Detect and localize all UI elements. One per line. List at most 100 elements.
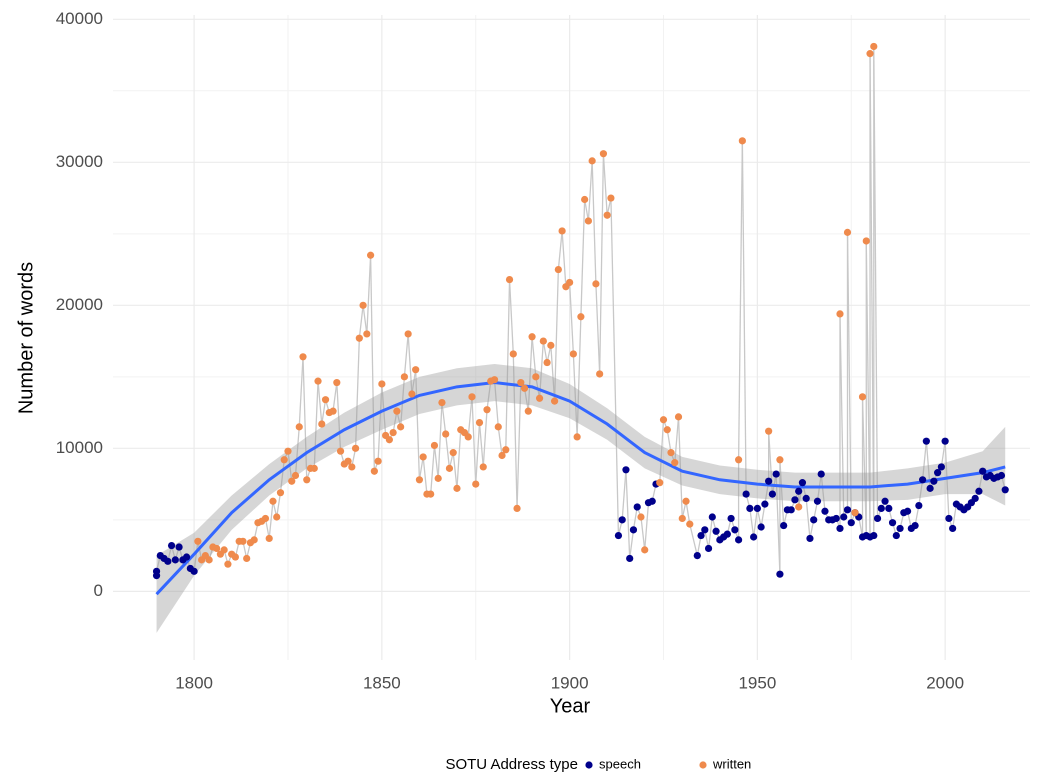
connecting-segment <box>632 506 638 530</box>
point <box>517 378 525 387</box>
point <box>618 516 626 524</box>
point <box>220 546 228 554</box>
point <box>813 497 822 505</box>
connecting-segment <box>640 516 646 550</box>
point <box>250 536 258 544</box>
point <box>877 504 885 513</box>
connecting-segment <box>737 140 744 460</box>
point <box>261 514 270 523</box>
connecting-segment <box>430 445 436 495</box>
connecting-segment <box>580 199 586 317</box>
point <box>836 524 844 533</box>
point <box>558 227 566 235</box>
point <box>922 437 930 445</box>
point <box>832 514 840 523</box>
point <box>765 427 773 435</box>
point <box>862 237 870 245</box>
connecting-segment <box>317 381 323 425</box>
connecting-segment <box>591 160 597 284</box>
point <box>513 504 521 513</box>
connecting-segment <box>523 388 529 412</box>
point <box>919 476 927 484</box>
connecting-segment <box>940 441 946 468</box>
point <box>479 463 487 471</box>
connecting-segment <box>452 452 458 489</box>
point <box>588 157 596 165</box>
point <box>896 524 904 533</box>
point <box>704 544 713 553</box>
point <box>370 467 378 475</box>
connecting-segment <box>689 523 698 556</box>
point <box>772 470 780 478</box>
point <box>888 519 897 527</box>
connecting-segment <box>587 160 593 221</box>
point <box>224 560 232 568</box>
point <box>926 484 934 492</box>
point <box>288 477 296 485</box>
point <box>535 394 544 402</box>
point <box>975 487 983 495</box>
point <box>810 516 818 524</box>
point <box>915 501 923 510</box>
point <box>937 463 945 471</box>
x-axis-title: Year <box>550 695 591 717</box>
connecting-segment <box>625 469 631 559</box>
point <box>472 480 480 488</box>
point <box>765 477 773 485</box>
point <box>945 514 953 523</box>
point <box>753 504 761 513</box>
legend-marker <box>699 761 707 769</box>
connecting-segment <box>599 153 605 374</box>
point <box>776 570 784 578</box>
point <box>671 459 679 467</box>
point <box>295 423 303 431</box>
point <box>569 350 577 358</box>
connecting-segment <box>505 279 511 450</box>
point <box>539 337 547 345</box>
y-tick-label: 10000 <box>56 438 103 457</box>
connecting-segment <box>418 456 424 480</box>
point <box>359 301 367 309</box>
point <box>408 390 416 398</box>
smooth-line <box>155 381 1006 596</box>
point <box>291 471 300 480</box>
connecting-segment <box>527 336 533 412</box>
point <box>727 514 735 523</box>
legend-title: SOTU Address type <box>445 756 578 773</box>
connecting-segment <box>486 381 492 410</box>
point <box>318 420 326 428</box>
point <box>633 503 641 511</box>
point <box>164 557 172 565</box>
connecting-segment <box>433 445 439 479</box>
connecting-segment <box>779 459 785 526</box>
connecting-segment <box>918 479 924 506</box>
point <box>438 398 446 407</box>
point <box>776 456 784 464</box>
point <box>412 366 420 374</box>
point <box>239 537 247 545</box>
connecting-segment <box>572 353 578 437</box>
point <box>757 523 765 531</box>
connecting-segment <box>422 456 428 495</box>
connecting-segment <box>707 516 713 549</box>
point <box>430 441 439 450</box>
connecting-segment <box>456 429 462 489</box>
point <box>314 377 322 385</box>
point <box>885 504 893 513</box>
y-tick-label: 40000 <box>56 9 103 28</box>
point <box>490 376 499 384</box>
point <box>911 521 919 530</box>
point <box>577 313 585 321</box>
point <box>738 137 746 145</box>
x-tick-label: 1800 <box>175 673 213 692</box>
connecting-segment <box>749 508 755 538</box>
point <box>175 543 183 551</box>
connecting-segment <box>644 502 650 550</box>
point <box>183 553 191 561</box>
point <box>840 513 848 521</box>
point <box>547 341 555 349</box>
point <box>566 278 574 287</box>
connecting-segment <box>839 313 845 517</box>
point <box>843 506 852 514</box>
point <box>641 546 649 554</box>
